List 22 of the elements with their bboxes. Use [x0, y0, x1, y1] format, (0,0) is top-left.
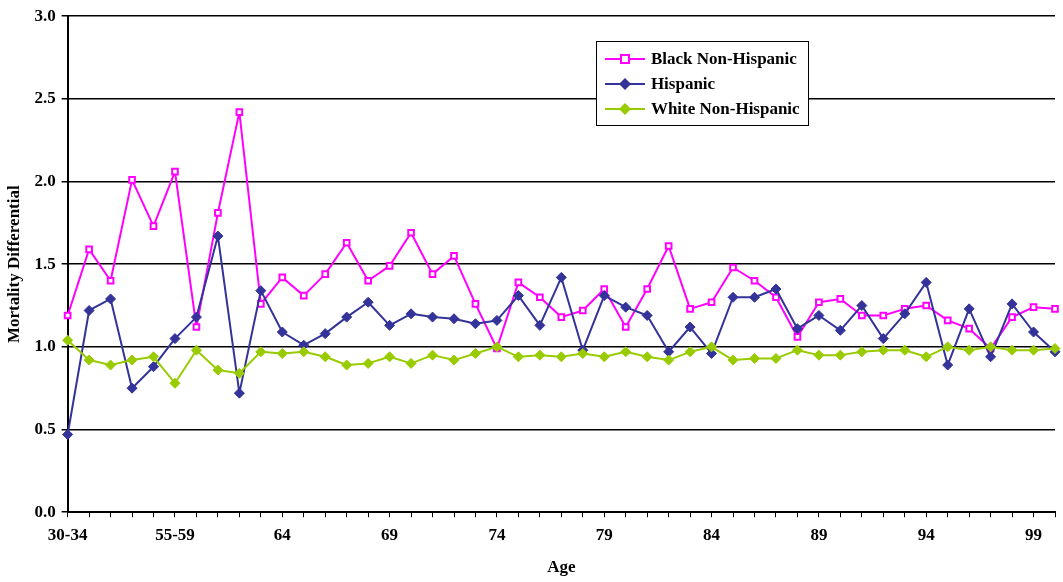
- y-axis-title: Mortality Differential: [3, 185, 23, 344]
- y-tick-label: 1.5: [34, 253, 56, 273]
- legend-label: White Non-Hispanic: [650, 98, 800, 119]
- y-tick-label: 2.0: [34, 170, 56, 190]
- y-tick-label: 0.0: [34, 501, 56, 521]
- x-axis-title: Age: [547, 557, 576, 577]
- y-tick-label: 3.0: [34, 5, 56, 25]
- x-tick-label: 79: [595, 524, 613, 544]
- x-tick-label: 30-34: [47, 524, 88, 544]
- x-tick-label: 89: [810, 524, 828, 544]
- x-tick-label: 69: [381, 524, 399, 544]
- x-tick-label: 55-59: [155, 524, 195, 544]
- x-tick-label: 84: [703, 524, 721, 544]
- x-tick-label: 74: [488, 524, 506, 544]
- y-tick-label: 1.0: [34, 336, 56, 356]
- x-tick-label: 99: [1025, 524, 1043, 544]
- x-tick-label: 64: [273, 524, 292, 544]
- y-tick-label: 2.5: [34, 88, 56, 108]
- x-tick-label: 94: [917, 524, 936, 544]
- y-tick-label: 0.5: [34, 418, 56, 438]
- legend-label: Black Non-Hispanic: [650, 48, 797, 69]
- legend-label: Hispanic: [650, 73, 716, 94]
